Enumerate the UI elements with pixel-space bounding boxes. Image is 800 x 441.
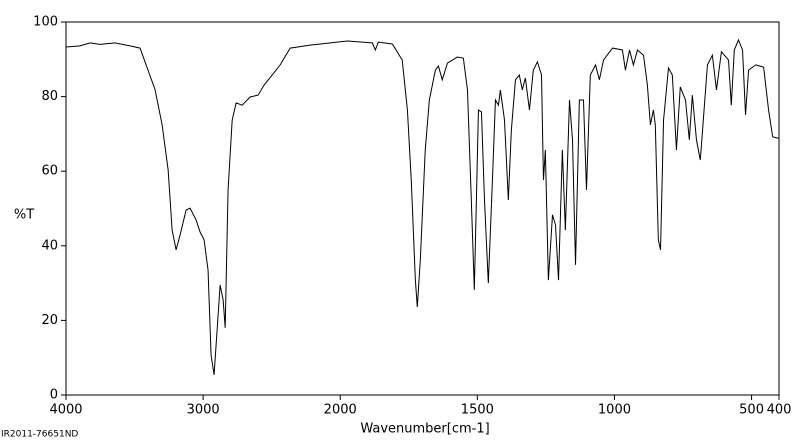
x-tick-label: 4000 [49, 403, 82, 418]
x-axis-label: Wavenumber[cm-1] [360, 422, 489, 437]
x-tick-label: 500 [739, 403, 764, 418]
y-tick-label: 0 [50, 388, 58, 403]
x-tick-label: 3000 [187, 403, 220, 418]
y-tick-label: 40 [41, 238, 58, 253]
x-tick-label: 1500 [461, 403, 494, 418]
y-tick-label: 100 [33, 15, 58, 30]
x-tick-label: 1000 [598, 403, 631, 418]
y-axis-label: %T [14, 208, 34, 223]
x-tick-label: 2000 [324, 403, 357, 418]
spectrum-line [65, 38, 780, 375]
plot-frame [65, 21, 780, 396]
footer: IR2011-76651ND [1, 430, 78, 440]
y-tick-label: 20 [41, 313, 58, 328]
x-tick-label: 400 [767, 403, 792, 418]
y-tick-label: 60 [41, 164, 58, 179]
y-tick-label: 80 [41, 89, 58, 104]
